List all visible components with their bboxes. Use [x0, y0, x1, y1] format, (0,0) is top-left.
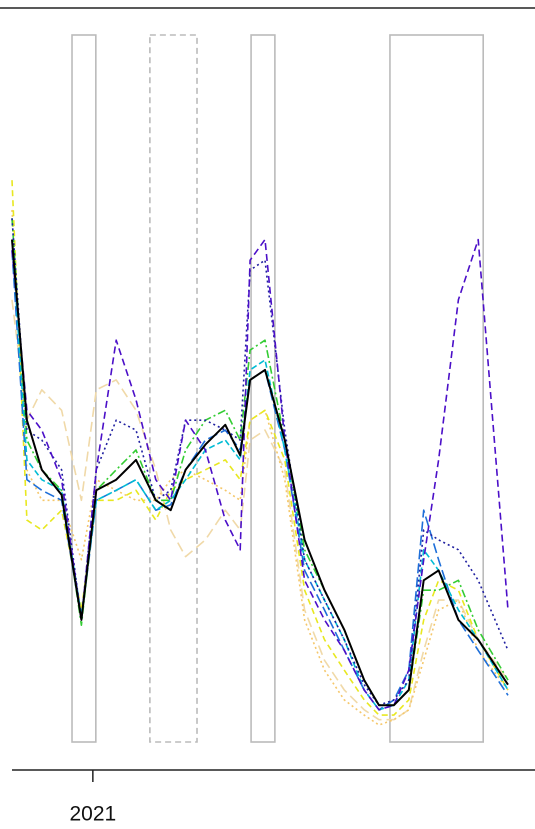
- series-line: [11, 218, 509, 706]
- series-line: [11, 209, 509, 726]
- series-line: [11, 239, 509, 707]
- series-line: [11, 299, 509, 721]
- period-box: [389, 34, 484, 743]
- series-line: [11, 238, 509, 711]
- period-box: [71, 34, 97, 743]
- x-tick-label: 2021: [69, 803, 116, 826]
- series-line: [11, 239, 509, 711]
- series-line: [11, 180, 509, 716]
- series-line: [11, 218, 509, 706]
- period-box: [149, 34, 198, 743]
- series-line: [11, 250, 509, 711]
